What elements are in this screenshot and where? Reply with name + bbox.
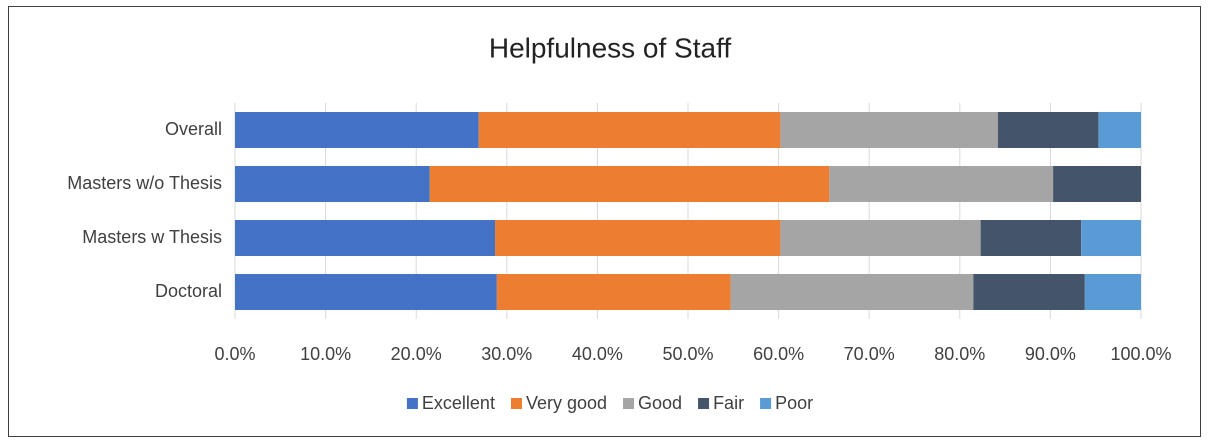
bar-segment bbox=[780, 112, 998, 148]
chart-title: Helpfulness of Staff bbox=[489, 32, 732, 63]
bar-segment bbox=[1098, 112, 1141, 148]
legend-label: Good bbox=[638, 393, 682, 413]
bar-segment bbox=[997, 112, 1099, 148]
bar-segment bbox=[973, 274, 1085, 310]
legend-label: Very good bbox=[526, 393, 607, 413]
x-tick-label: 100.0% bbox=[1110, 344, 1171, 364]
y-tick-label: Masters w Thesis bbox=[82, 227, 222, 247]
bar-segment bbox=[780, 220, 981, 256]
bar-segment bbox=[429, 166, 830, 202]
y-tick-label: Masters w/o Thesis bbox=[67, 173, 222, 193]
legend-swatch bbox=[760, 398, 772, 409]
x-tick-label: 60.0% bbox=[753, 344, 804, 364]
x-tick-label: 80.0% bbox=[934, 344, 985, 364]
y-tick-label: Overall bbox=[165, 119, 222, 139]
x-tick-label: 20.0% bbox=[391, 344, 442, 364]
x-tick-label: 70.0% bbox=[844, 344, 895, 364]
x-tick-label: 0.0% bbox=[214, 344, 255, 364]
legend-label: Excellent bbox=[422, 393, 495, 413]
legend-swatch bbox=[510, 398, 522, 409]
x-tick-label: 50.0% bbox=[662, 344, 713, 364]
x-tick-label: 40.0% bbox=[572, 344, 623, 364]
bar-segment bbox=[235, 274, 497, 310]
bar-segment bbox=[730, 274, 974, 310]
bar-segment bbox=[496, 274, 731, 310]
bar-segment bbox=[980, 220, 1082, 256]
bar-segment bbox=[495, 220, 781, 256]
legend-swatch bbox=[623, 398, 635, 409]
x-tick-label: 30.0% bbox=[481, 344, 532, 364]
x-tick-label: 90.0% bbox=[1025, 344, 1076, 364]
legend-label: Poor bbox=[775, 393, 813, 413]
bar-segment bbox=[1081, 220, 1141, 256]
y-tick-label: Doctoral bbox=[155, 281, 222, 301]
x-tick-label: 10.0% bbox=[300, 344, 351, 364]
bar-segment bbox=[829, 166, 1054, 202]
legend-swatch bbox=[698, 398, 710, 409]
bar-segment bbox=[478, 112, 781, 148]
bar-segment bbox=[235, 220, 496, 256]
legend-label: Fair bbox=[713, 393, 744, 413]
bar-segment bbox=[1053, 166, 1141, 202]
bar-segment bbox=[1084, 274, 1141, 310]
bar-segment bbox=[235, 166, 430, 202]
legend: Excellent Very good Good Fair Poor bbox=[406, 393, 813, 413]
legend-swatch bbox=[406, 398, 418, 409]
bar-segment bbox=[235, 112, 479, 148]
